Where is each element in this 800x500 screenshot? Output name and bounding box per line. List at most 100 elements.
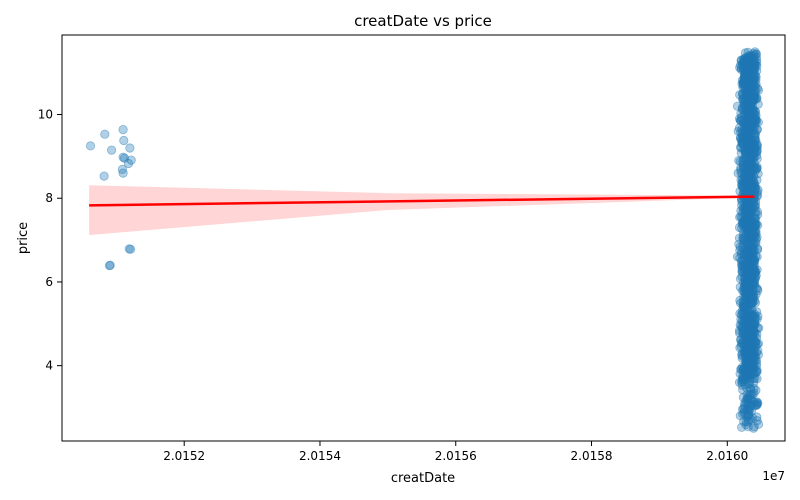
- scatter-point: [743, 339, 753, 349]
- scatter-point: [107, 145, 117, 155]
- scatter-point: [744, 203, 754, 213]
- scatter-point: [743, 344, 754, 354]
- scatter-point: [741, 341, 752, 351]
- scatter-point: [745, 122, 755, 132]
- scatter-point: [743, 202, 753, 212]
- scatter-point: [745, 126, 756, 136]
- scatter-point: [742, 211, 752, 221]
- scatter-point: [744, 133, 754, 143]
- scatter-point: [744, 262, 755, 272]
- scatter-point: [749, 350, 759, 361]
- scatter-point: [744, 295, 754, 305]
- scatter-point: [744, 369, 755, 380]
- scatter-point: [744, 214, 754, 224]
- scatter-point: [741, 95, 752, 105]
- scatter-point: [746, 172, 757, 182]
- scatter-point: [748, 260, 758, 270]
- scatter-point: [744, 369, 754, 379]
- scatter-point: [742, 67, 752, 77]
- scatter-point: [741, 345, 752, 355]
- scatter-point: [749, 264, 759, 274]
- scatter-point: [740, 169, 750, 179]
- scatter-point: [741, 344, 752, 354]
- scatter-point: [749, 264, 759, 275]
- scatter-point: [739, 310, 749, 320]
- scatter-point: [737, 404, 748, 414]
- scatter-point: [740, 62, 751, 73]
- scatter-point: [742, 286, 752, 296]
- scatter-point: [743, 266, 754, 276]
- scatter-point: [745, 367, 755, 377]
- scatter-point: [737, 138, 748, 148]
- scatter-point: [739, 144, 749, 154]
- scatter-point: [750, 93, 760, 103]
- scatter-point: [749, 64, 760, 75]
- scatter-point: [744, 120, 754, 130]
- scatter-point: [746, 88, 756, 98]
- scatter-point: [741, 96, 751, 106]
- scatter-point: [743, 273, 754, 283]
- scatter-point: [745, 389, 755, 400]
- scatter-point: [745, 343, 755, 354]
- scatter-point: [742, 324, 752, 335]
- scatter-point: [748, 224, 759, 234]
- scatter-point: [746, 88, 756, 98]
- scatter-point: [744, 358, 754, 368]
- scatter-point: [735, 274, 746, 284]
- scatter-point: [750, 210, 760, 220]
- scatter-point: [746, 358, 757, 368]
- scatter-point: [751, 385, 761, 395]
- scatter-point: [740, 277, 751, 287]
- scatter-point: [737, 375, 748, 385]
- scatter-point: [751, 270, 761, 281]
- scatter-point: [745, 139, 755, 149]
- scatter-point: [746, 183, 756, 193]
- scatter-point: [742, 278, 752, 289]
- scatter-point: [745, 102, 756, 113]
- scatter-point: [742, 199, 753, 209]
- scatter-point: [751, 79, 761, 89]
- scatter-point: [743, 97, 753, 107]
- scatter-point: [742, 105, 753, 115]
- scatter-point: [747, 219, 757, 229]
- scatter-point: [752, 412, 762, 422]
- scatter-point: [747, 309, 757, 319]
- scatter-point: [742, 291, 752, 301]
- scatter-point: [745, 158, 756, 168]
- scatter-point: [748, 328, 758, 339]
- scatter-point: [739, 416, 749, 427]
- scatter-point: [740, 284, 750, 294]
- scatter-point: [741, 174, 751, 184]
- scatter-point: [741, 201, 751, 211]
- scatter-point: [745, 123, 755, 134]
- scatter-point: [744, 146, 754, 156]
- scatter-point: [748, 234, 758, 245]
- scatter-point: [747, 228, 757, 238]
- scatter-point: [748, 112, 758, 122]
- scatter-point: [742, 264, 752, 274]
- scatter-point: [734, 328, 745, 338]
- scatter-point: [743, 422, 753, 432]
- scatter-point: [744, 175, 754, 185]
- scatter-point: [746, 54, 756, 64]
- scatter-point: [742, 266, 753, 276]
- scatter-point: [745, 374, 755, 384]
- scatter-point: [735, 295, 745, 306]
- scatter-point: [747, 284, 757, 294]
- scatter-point: [744, 164, 754, 174]
- scatter-point: [745, 259, 755, 269]
- scatter-point: [741, 349, 752, 359]
- scatter-point: [738, 131, 748, 141]
- scatter-point: [743, 393, 753, 403]
- scatter-point: [739, 176, 750, 186]
- scatter-point: [743, 416, 754, 427]
- scatter-point: [747, 256, 758, 266]
- scatter-point: [747, 280, 757, 291]
- scatter-point: [742, 76, 752, 86]
- scatter-point: [743, 280, 753, 290]
- scatter-point: [743, 350, 753, 360]
- scatter-point: [741, 86, 751, 96]
- scatter-point: [738, 243, 748, 253]
- scatter-point: [746, 305, 756, 315]
